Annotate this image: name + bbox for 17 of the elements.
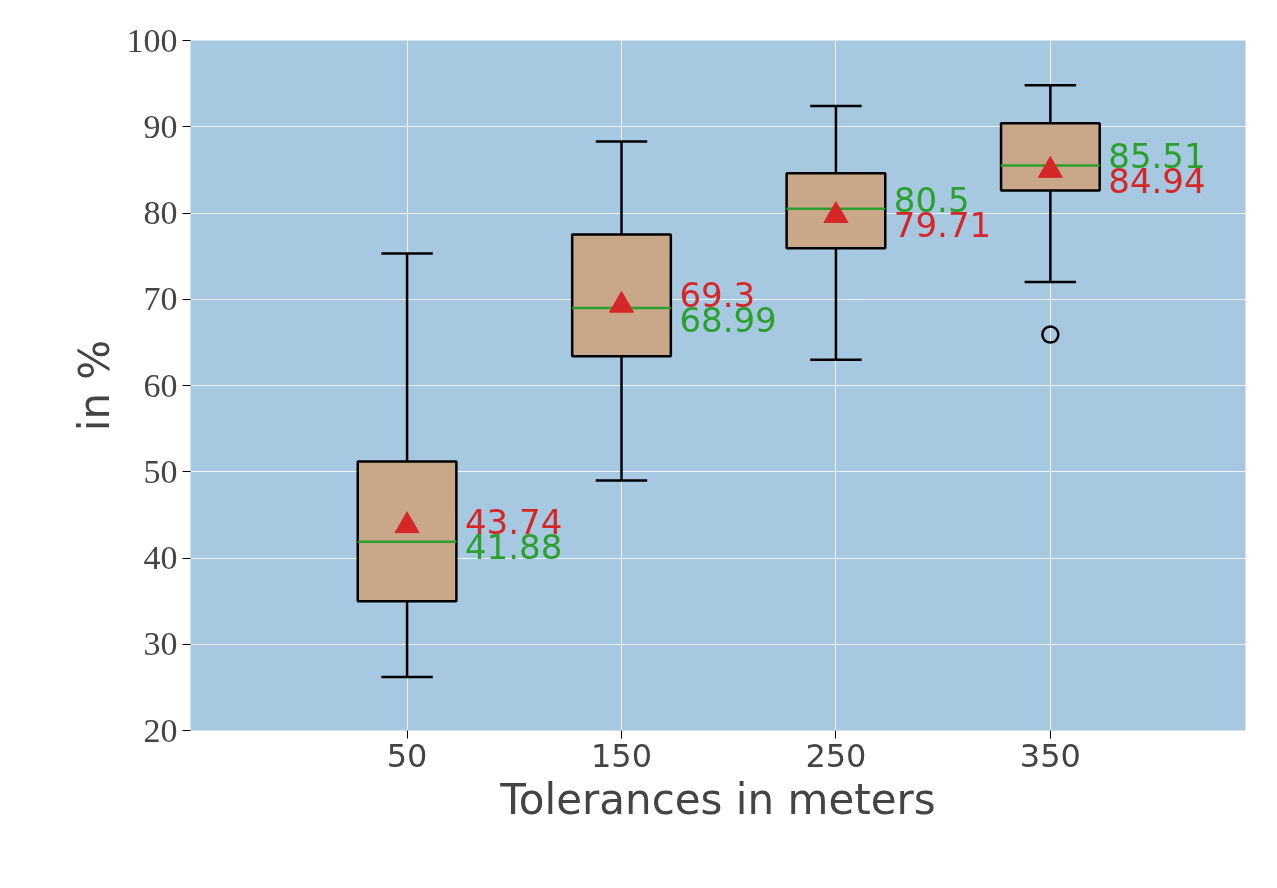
y-tick-label: 40: [143, 539, 178, 576]
y-tick-label: 30: [143, 625, 178, 663]
y-axis-title: in %: [69, 339, 119, 432]
x-tick-label: 50: [386, 736, 428, 775]
x-tick-label: 350: [1019, 736, 1081, 775]
y-tick-label: 20: [143, 711, 178, 749]
point: [394, 511, 420, 534]
y-tick-label: 50: [143, 452, 178, 490]
x-tick-label: 150: [590, 736, 653, 775]
y-tick-label: 80: [143, 194, 178, 231]
point: [609, 290, 635, 313]
y-tick-label: 70: [143, 280, 178, 318]
y-tick-label: 100: [126, 21, 178, 59]
x-axis-title: Tolerances in meters: [499, 774, 936, 824]
y-tick-label: 60: [143, 366, 178, 404]
x-tick-label: 250: [805, 736, 867, 775]
y-tick-label: 90: [143, 107, 178, 145]
